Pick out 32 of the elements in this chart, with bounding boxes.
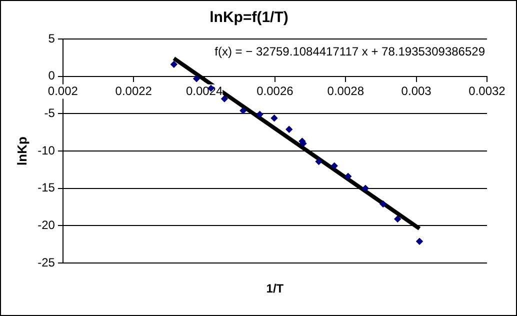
y-tick-label: -20 xyxy=(38,218,56,232)
point xyxy=(220,95,228,102)
chart-title: lnKp=f(1/T) xyxy=(210,9,288,26)
y-tick-label: -10 xyxy=(38,143,56,158)
point xyxy=(344,172,352,180)
x-tick-label: 0.0024 xyxy=(186,84,223,98)
point xyxy=(286,126,293,133)
y-axis-title: lnKp xyxy=(14,136,30,166)
point xyxy=(394,215,402,222)
point xyxy=(193,75,200,82)
x-tick-label: 0.0026 xyxy=(256,84,294,98)
x-tick-label: 0.0032 xyxy=(468,84,506,98)
x-tick-label: 0.0028 xyxy=(327,84,364,98)
y-tick-label: -15 xyxy=(38,180,56,195)
x-tick-label: 0.002 xyxy=(48,84,78,98)
point xyxy=(416,238,424,245)
point xyxy=(170,60,178,68)
point xyxy=(380,200,387,208)
y-tick-label: -25 xyxy=(38,255,56,270)
annotation: f(x) = − 32759.1084417117 x + 78.1935309386529 xyxy=(214,44,486,58)
x-axis-title: 1/T xyxy=(266,281,284,296)
x-tick-label: 0.0022 xyxy=(115,84,152,98)
point xyxy=(330,162,338,170)
point xyxy=(362,184,369,192)
point xyxy=(240,107,247,114)
y-tick-label: 0 xyxy=(48,68,56,83)
point xyxy=(315,158,322,165)
point xyxy=(270,114,278,122)
y-tick-label: 5 xyxy=(48,31,56,46)
point xyxy=(256,110,264,118)
x-tick-label: 0.003 xyxy=(401,84,432,98)
y-tick-label: -5 xyxy=(44,106,56,120)
